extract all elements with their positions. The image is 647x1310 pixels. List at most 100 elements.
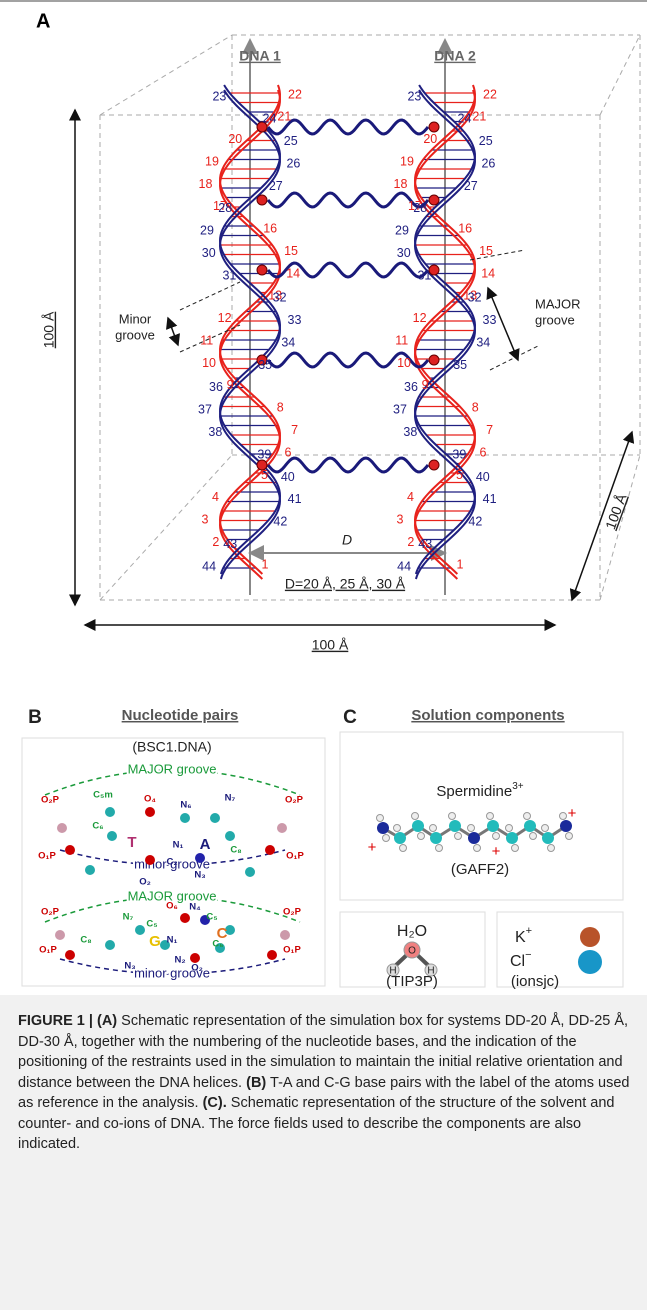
strand-number: 12 <box>218 311 232 325</box>
water-label: H₂O <box>397 923 427 940</box>
atom-ball <box>267 950 277 960</box>
h-atom <box>376 814 384 822</box>
arrow <box>166 316 180 347</box>
atom-ball <box>506 832 518 844</box>
atom-label: C₆ <box>92 821 103 832</box>
atom-ball <box>65 845 75 855</box>
strand-number: 3 <box>202 513 209 527</box>
atom-label: O₆ <box>166 901 178 912</box>
strand-number: 17 <box>213 199 227 213</box>
atom-ball <box>180 913 190 923</box>
atom-label: O₁P <box>283 945 301 956</box>
strand-number: 13 <box>268 289 282 303</box>
h-atom <box>486 812 494 820</box>
restraint-atom <box>428 459 440 471</box>
strand-number: 24 <box>263 112 277 126</box>
ion-name: K <box>515 929 526 946</box>
atom-label: O₁P <box>39 945 57 956</box>
minor-groove: minor groove <box>134 965 210 980</box>
strand-number: 22 <box>288 87 302 101</box>
atom-ball <box>225 831 235 841</box>
strand-number: 2 <box>212 535 219 549</box>
restraint <box>266 351 430 369</box>
atom-ball <box>107 831 117 841</box>
force-field: (GAFF2) <box>451 861 509 878</box>
h-atom <box>565 832 573 840</box>
strand-number: 38 <box>403 425 417 439</box>
atom-ball <box>135 925 145 935</box>
strand-number: 24 <box>458 112 472 126</box>
atom-label: N₄ <box>189 902 201 913</box>
restraint <box>266 118 430 136</box>
strand-number: 40 <box>476 470 490 484</box>
atom-ball <box>542 832 554 844</box>
groove-arc <box>44 896 301 923</box>
atom-label: C₅ <box>146 919 157 930</box>
strand <box>219 89 281 580</box>
atom-label: O₁P <box>38 851 56 862</box>
strand-number: 29 <box>200 224 214 238</box>
restraint-atom <box>256 354 268 366</box>
restraint <box>266 456 430 474</box>
atom-label: O₂ <box>191 963 203 974</box>
box-edge <box>99 34 233 116</box>
strand-number: 14 <box>286 266 300 280</box>
strand-number: 5 <box>261 468 268 482</box>
atom-label: N₃ <box>194 870 205 881</box>
h-atom <box>411 812 419 820</box>
atom-ball <box>225 925 235 935</box>
ion-charge: + <box>526 925 532 937</box>
atom-ball <box>195 853 205 863</box>
distances-label: D=20 Å, 25 Å, 30 Å <box>285 576 406 592</box>
major-groove: MAJOR groove <box>128 888 217 903</box>
strand-number: 27 <box>269 179 283 193</box>
atom-label: N₆ <box>180 800 191 811</box>
strand-number: 10 <box>202 356 216 370</box>
atom-ball <box>487 820 499 832</box>
atom-ball <box>55 930 65 940</box>
atom-ball <box>424 963 438 977</box>
groove-arc <box>59 958 286 975</box>
h-atom <box>399 844 407 852</box>
atom-ball <box>180 813 190 823</box>
arrow <box>486 286 520 362</box>
major-groove: MAJOR groove <box>128 761 217 776</box>
panel-title: Nucleotide pairs <box>122 707 239 724</box>
atom-ball <box>215 943 225 953</box>
atom-label: C₈ <box>80 935 91 946</box>
strand-number: 21 <box>472 110 486 124</box>
strand-number: 32 <box>273 291 287 305</box>
force-field: (BSC1.DNA) <box>132 739 211 755</box>
h-atom <box>382 834 390 842</box>
h-atom <box>529 832 537 840</box>
strand-number: 30 <box>397 246 411 260</box>
strand-number: 38 <box>208 425 222 439</box>
caption-text: Schematic representation of the structur… <box>18 1095 615 1152</box>
strand-number: 9 <box>422 378 429 392</box>
groove-line <box>179 281 241 311</box>
strand-number: 32 <box>468 291 482 305</box>
strand-number: 17 <box>408 199 422 213</box>
dna-label: DNA 1 <box>239 48 281 64</box>
h-atom <box>473 844 481 852</box>
groove-line <box>469 249 526 261</box>
minor-groove: groove <box>115 327 155 342</box>
strand-number: 13 <box>463 289 477 303</box>
restraint <box>266 191 430 209</box>
ion-label: K+ <box>515 925 532 946</box>
h-atom <box>492 832 500 840</box>
depth-label: 100 Å <box>602 491 630 531</box>
atom-label: O₂P <box>283 907 302 918</box>
strand-number: 28 <box>413 201 427 215</box>
restraint-atom <box>256 459 268 471</box>
strand-number: 40 <box>281 470 295 484</box>
strand-number: 39 <box>257 447 271 461</box>
atom-label: O₂P <box>41 795 60 806</box>
atom-ball <box>277 823 287 833</box>
panel-title: Solution components <box>411 707 564 724</box>
strand-number: 16 <box>263 222 277 236</box>
strand-number: 14 <box>481 266 495 280</box>
strand-number: 26 <box>286 156 300 170</box>
strand-number: 3 <box>397 513 404 527</box>
base-label: G <box>149 933 161 950</box>
